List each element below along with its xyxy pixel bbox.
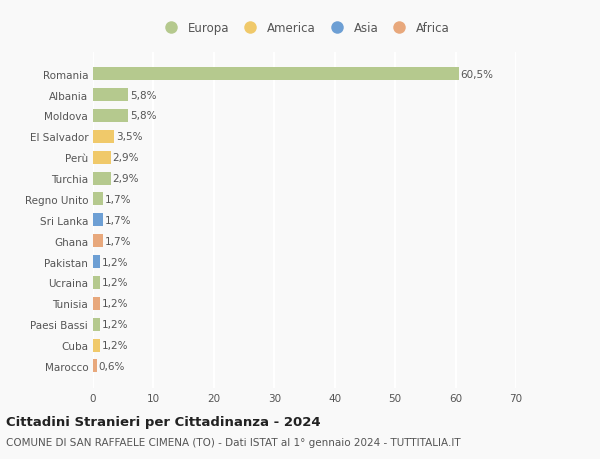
Bar	[93, 297, 100, 310]
Bar	[93, 339, 100, 352]
Text: 0,6%: 0,6%	[98, 361, 125, 371]
Text: 2,9%: 2,9%	[112, 153, 139, 163]
Text: 1,2%: 1,2%	[102, 319, 128, 330]
Legend: Europa, America, Asia, Africa: Europa, America, Asia, Africa	[156, 18, 453, 39]
Text: 5,8%: 5,8%	[130, 90, 157, 101]
Bar	[93, 68, 458, 81]
Text: 1,2%: 1,2%	[102, 278, 128, 288]
Bar	[93, 235, 103, 247]
Text: 1,2%: 1,2%	[102, 299, 128, 308]
Text: 1,7%: 1,7%	[105, 215, 131, 225]
Bar	[93, 214, 103, 227]
Bar	[93, 110, 128, 123]
Text: 3,5%: 3,5%	[116, 132, 142, 142]
Bar	[93, 151, 110, 164]
Text: 1,2%: 1,2%	[102, 257, 128, 267]
Bar	[93, 89, 128, 102]
Bar	[93, 360, 97, 373]
Bar	[93, 130, 114, 144]
Bar	[93, 172, 110, 185]
Text: 1,7%: 1,7%	[105, 236, 131, 246]
Bar	[93, 256, 100, 269]
Text: COMUNE DI SAN RAFFAELE CIMENA (TO) - Dati ISTAT al 1° gennaio 2024 - TUTTITALIA.: COMUNE DI SAN RAFFAELE CIMENA (TO) - Dat…	[6, 437, 461, 447]
Text: 1,2%: 1,2%	[102, 340, 128, 350]
Text: 1,7%: 1,7%	[105, 195, 131, 204]
Text: 60,5%: 60,5%	[460, 69, 493, 79]
Bar	[93, 318, 100, 331]
Text: 5,8%: 5,8%	[130, 111, 157, 121]
Text: Cittadini Stranieri per Cittadinanza - 2024: Cittadini Stranieri per Cittadinanza - 2…	[6, 415, 320, 428]
Bar	[93, 276, 100, 289]
Text: 2,9%: 2,9%	[112, 174, 139, 184]
Bar	[93, 193, 103, 206]
